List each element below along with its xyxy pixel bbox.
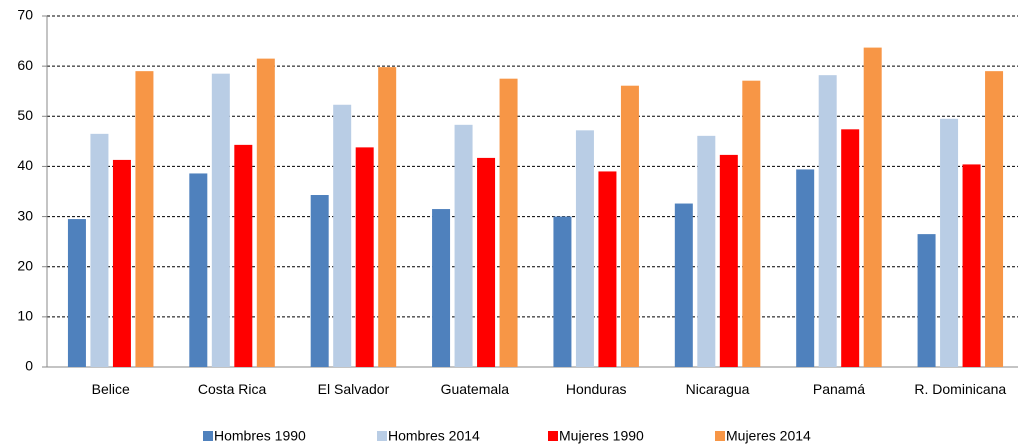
x-tick-label: R. Dominicana bbox=[914, 381, 1007, 397]
bar bbox=[67, 219, 86, 367]
legend-swatch bbox=[548, 431, 558, 441]
bar bbox=[841, 129, 860, 367]
x-tick-label: El Salvador bbox=[317, 381, 390, 397]
bar bbox=[499, 78, 518, 367]
y-tick-label: 0 bbox=[25, 358, 33, 374]
bar bbox=[962, 164, 981, 367]
legend-label: Hombres 1990 bbox=[214, 428, 306, 444]
bar bbox=[333, 104, 352, 367]
bar bbox=[674, 203, 693, 367]
y-tick-label: 50 bbox=[17, 107, 33, 123]
y-tick-label: 40 bbox=[17, 157, 33, 173]
bar bbox=[917, 234, 936, 367]
bar bbox=[90, 133, 109, 367]
bar bbox=[378, 67, 397, 367]
bar bbox=[575, 130, 594, 367]
legend-label: Mujeres 2014 bbox=[726, 428, 811, 444]
bar bbox=[719, 154, 738, 367]
bar bbox=[135, 71, 154, 368]
y-tick-label: 60 bbox=[17, 57, 33, 73]
bar bbox=[234, 144, 253, 367]
legend-swatch bbox=[203, 431, 213, 441]
bar bbox=[432, 209, 451, 367]
legend-swatch bbox=[715, 431, 725, 441]
bar bbox=[310, 195, 329, 367]
bar bbox=[477, 157, 496, 367]
x-tick-label: Belice bbox=[91, 381, 130, 397]
legend-swatch bbox=[377, 431, 387, 441]
bar bbox=[355, 147, 374, 367]
bar bbox=[940, 118, 959, 368]
legend-label: Hombres 2014 bbox=[388, 428, 480, 444]
bar bbox=[211, 73, 230, 368]
legend-label: Mujeres 1990 bbox=[559, 428, 644, 444]
bar bbox=[189, 173, 208, 367]
x-tick-label: Costa Rica bbox=[197, 381, 267, 397]
y-tick-label: 10 bbox=[17, 308, 33, 324]
y-tick-label: 20 bbox=[17, 257, 33, 273]
bar bbox=[985, 71, 1004, 368]
bar bbox=[620, 85, 639, 367]
bar bbox=[454, 124, 473, 367]
bar bbox=[256, 58, 275, 367]
x-tick-label: Guatemala bbox=[440, 381, 510, 397]
bar bbox=[796, 169, 815, 367]
y-tick-label: 70 bbox=[17, 7, 33, 23]
bar bbox=[598, 171, 617, 367]
bar bbox=[553, 216, 572, 367]
bar bbox=[697, 135, 716, 367]
bar bbox=[742, 80, 761, 367]
bar bbox=[863, 47, 882, 368]
x-tick-label: Honduras bbox=[565, 381, 627, 397]
x-tick-label: Nicaragua bbox=[685, 381, 750, 397]
x-tick-label: Panamá bbox=[812, 381, 866, 397]
y-tick-label: 30 bbox=[17, 207, 33, 223]
bar bbox=[818, 75, 837, 367]
bar bbox=[112, 159, 131, 367]
